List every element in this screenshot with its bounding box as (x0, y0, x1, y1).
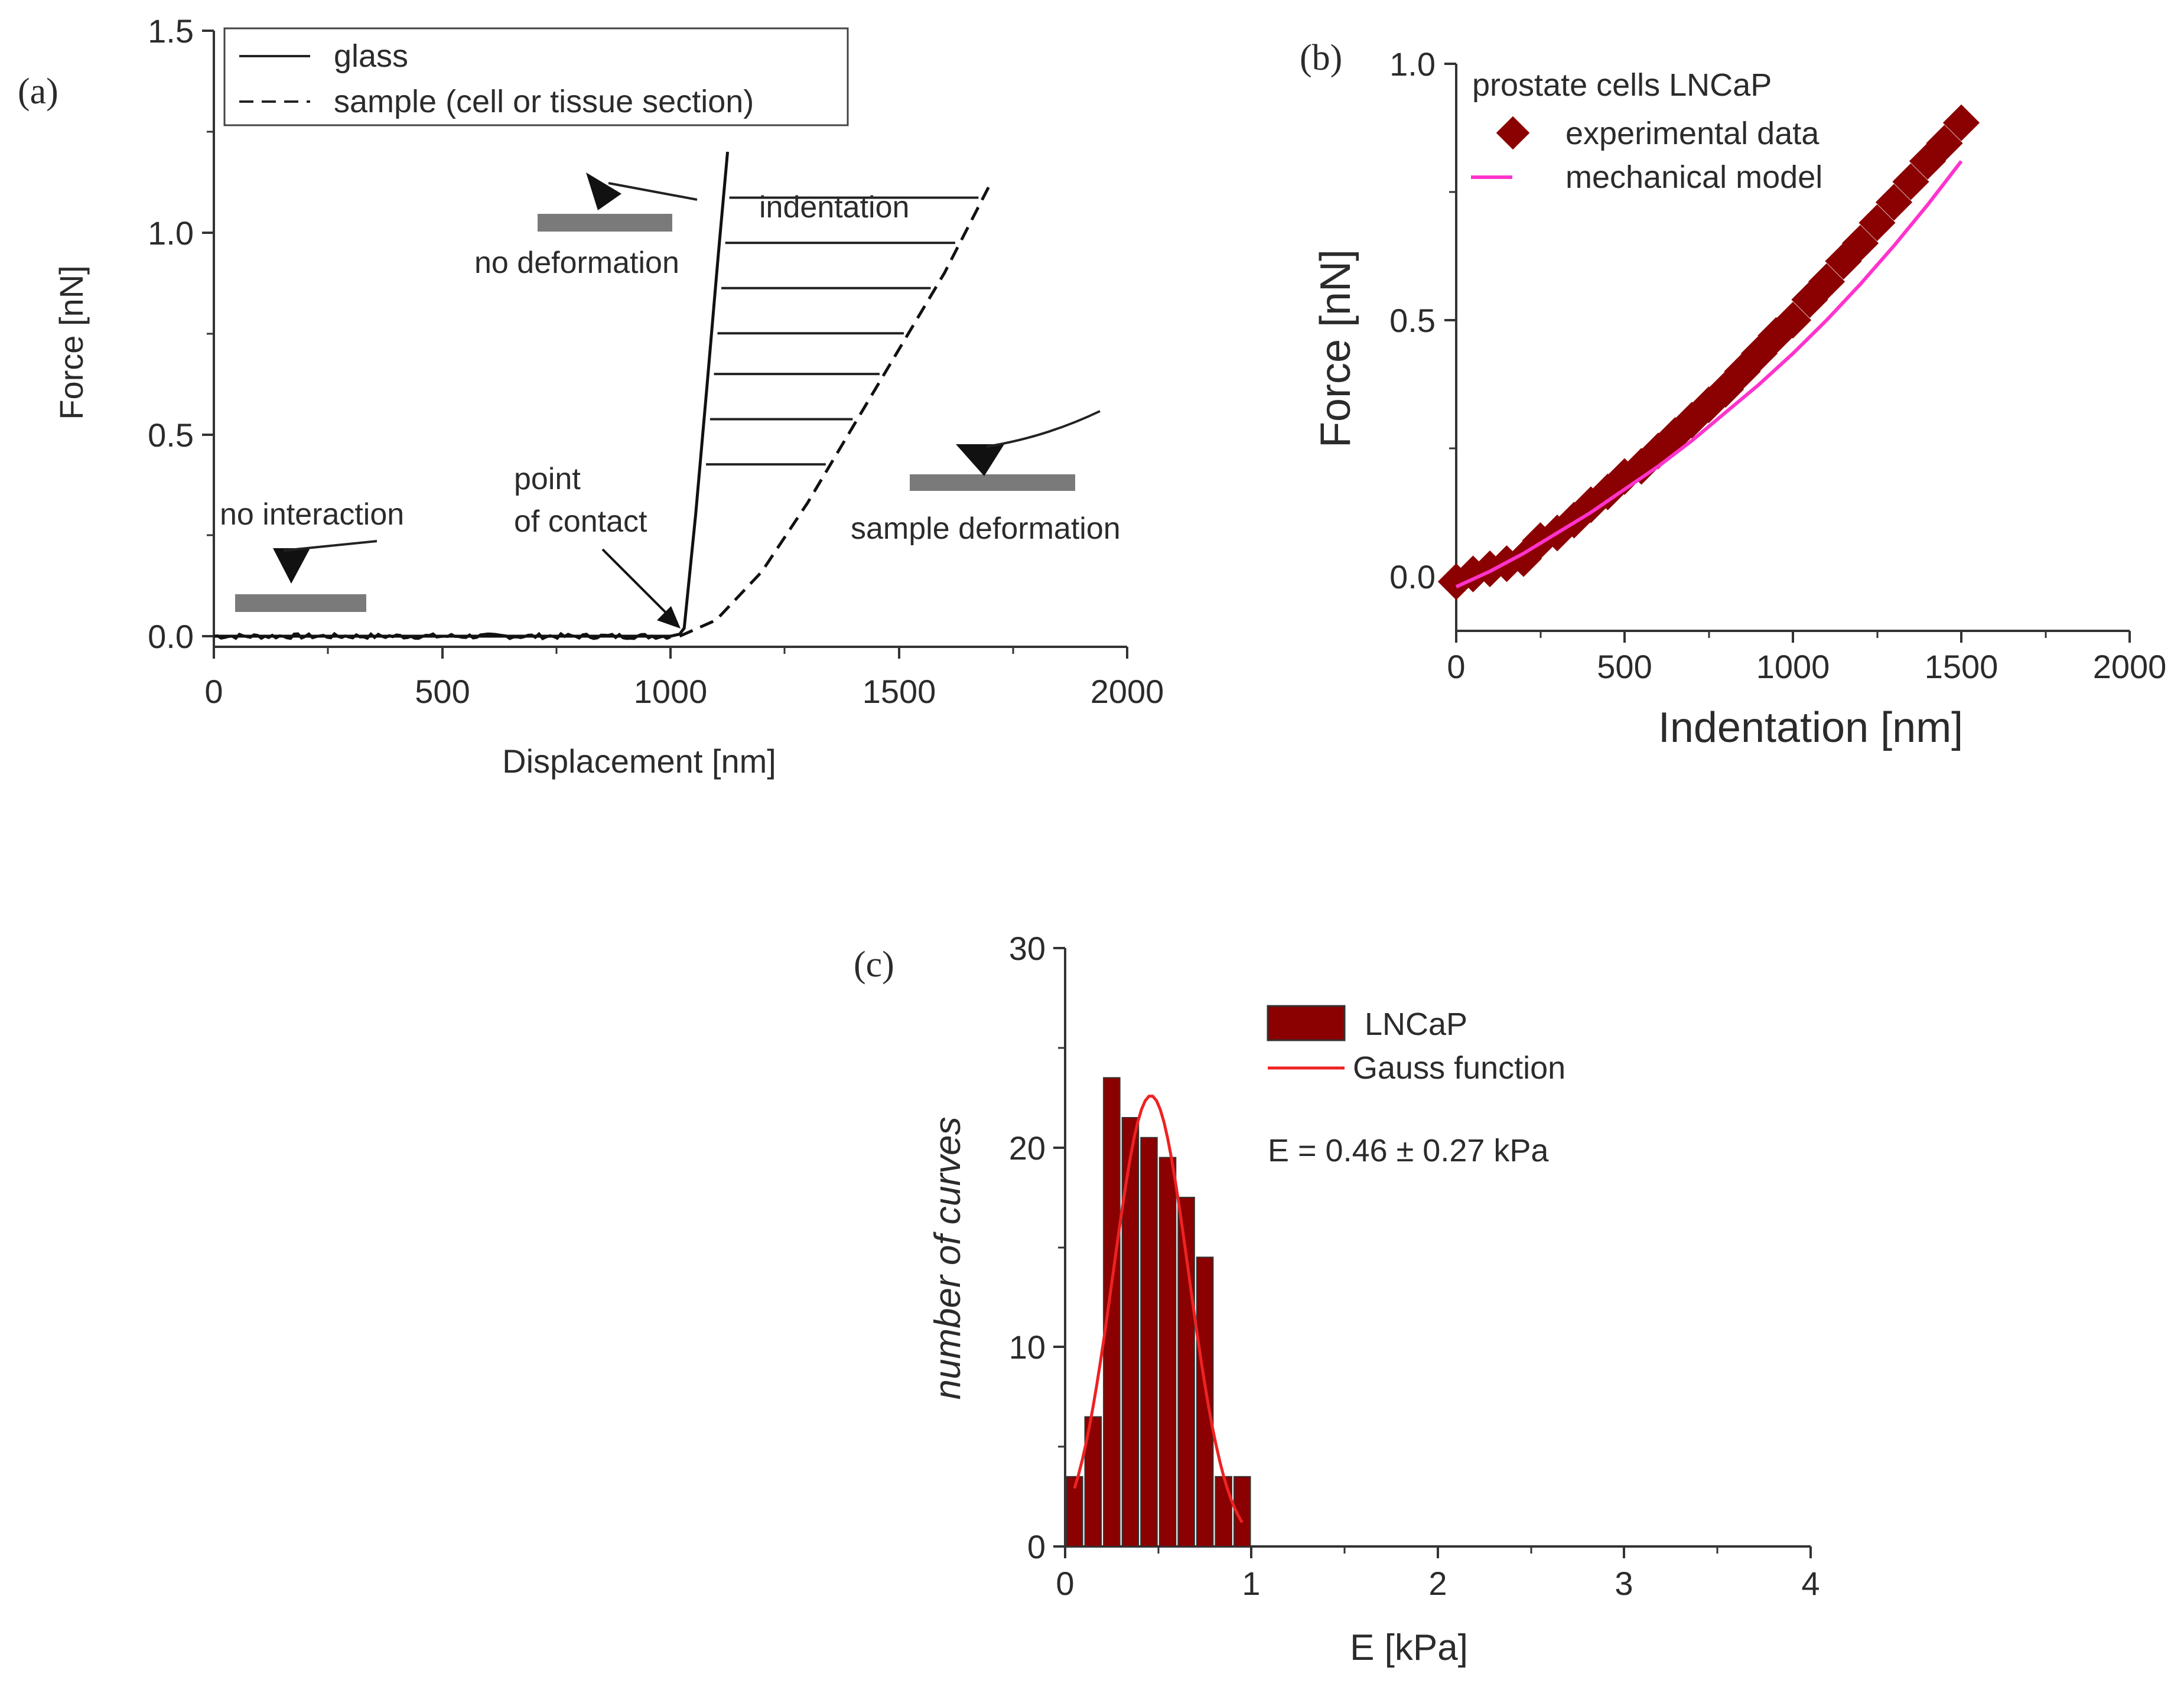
panel-c-y-ticks: 0 10 20 30 (1009, 930, 1065, 1565)
panel-a-x-ticks: 0 500 1000 1500 2000 (204, 647, 1164, 710)
panel-a-legend-sample: sample (cell or tissue section) (334, 84, 754, 119)
panel-c-xtick: 2 (1428, 1565, 1447, 1602)
panel-b-xtick: 500 (1597, 648, 1652, 685)
histogram-bar (1215, 1476, 1232, 1547)
panel-b-xtick: 1500 (1925, 648, 1999, 685)
panel-b: (b) 0.0 0.5 1.0 0 500 1000 1500 (1300, 38, 2166, 751)
panel-c-xtick: 3 (1615, 1565, 1633, 1602)
panel-c-ytick: 10 (1009, 1328, 1046, 1366)
panel-c-gauss-curve (1073, 1095, 1244, 1523)
panel-b-ytick: 0.0 (1389, 558, 1436, 595)
panel-b-label: (b) (1300, 38, 1342, 78)
panel-c-x-ticks: 0 1 2 3 4 (1056, 1546, 1820, 1602)
cantilever-tip-icon (586, 172, 621, 210)
panel-a-y-ticks: 0.0 0.5 1.0 1.5 (148, 12, 214, 655)
cantilever-tip-icon (273, 548, 310, 584)
panel-c-ylabel: number of curves (927, 1117, 968, 1400)
arrow-head-icon (657, 606, 681, 629)
panel-b-xtick: 0 (1447, 648, 1465, 685)
panel-c-legend-swatch (1267, 1005, 1346, 1041)
panel-c: (c) 0 10 20 30 0 1 2 (854, 930, 1820, 1668)
panel-c-legend-lncap: LNCaP (1365, 1007, 1467, 1042)
panel-b-legend-model: mechanical model (1565, 159, 1822, 195)
panel-b-ylabel: Force [nN] (1312, 249, 1359, 448)
panel-c-xtick: 4 (1801, 1565, 1820, 1602)
cantilever-arm (608, 182, 698, 201)
panel-a-surface-middle (538, 214, 672, 232)
panel-c-ytick: 20 (1009, 1129, 1046, 1167)
histogram-bar (1103, 1077, 1121, 1547)
panel-c-ytick: 30 (1009, 930, 1046, 967)
panel-a-ytick: 0.5 (148, 416, 194, 454)
panel-b-xlabel: Indentation [nm] (1658, 704, 1963, 751)
diamond-marker-icon (1496, 116, 1530, 150)
panel-a-ytick: 0.0 (148, 618, 194, 655)
panel-a: (a) 0.0 0.5 1.0 1.5 (18, 12, 1164, 780)
panel-a-ytick: 1.0 (148, 214, 194, 252)
panel-c-xtick: 1 (1242, 1565, 1260, 1602)
panel-b-legend-title: prostate cells LNCaP (1472, 67, 1772, 103)
panel-a-xtick: 1500 (862, 673, 936, 710)
panel-b-model-curve (1455, 160, 1963, 589)
panel-b-xtick: 2000 (2093, 648, 2167, 685)
panel-a-legend-box (223, 27, 849, 126)
panel-a-indentation-lines (706, 196, 979, 466)
data-point (1774, 301, 1812, 339)
histogram-bar (1140, 1137, 1158, 1547)
histogram-bar (1121, 1117, 1140, 1548)
panel-a-xtick: 2000 (1091, 673, 1164, 710)
panel-a-legend-glass: glass (334, 38, 408, 74)
panel-b-x-ticks: 0 500 1000 1500 2000 (1447, 631, 2166, 685)
panel-a-sample-deformation-label: sample deformation (851, 512, 1121, 546)
panel-c-xlabel: E [kPa] (1350, 1627, 1468, 1668)
panel-b-y-ticks: 0.0 0.5 1.0 (1389, 45, 1456, 595)
panel-a-xtick: 0 (204, 673, 223, 710)
panel-c-annotation: E = 0.46 ± 0.27 kPa (1268, 1133, 1549, 1168)
panel-a-ytick: 1.5 (148, 12, 194, 50)
panel-a-no-interaction-label: no interaction (220, 497, 404, 532)
panel-a-surface-right (910, 474, 1075, 491)
panel-c-legend-gauss: Gauss function (1353, 1050, 1565, 1086)
histogram-bar (1196, 1256, 1214, 1547)
panel-a-indentation-label: indentation (759, 190, 909, 224)
panel-a-point-label: point (514, 462, 581, 496)
panel-a-xlabel: Displacement [nm] (502, 743, 776, 780)
histogram-bar (1158, 1157, 1177, 1548)
panel-a-xtick: 500 (415, 673, 470, 710)
panel-b-ytick: 0.5 (1389, 302, 1436, 339)
panel-a-sample-curve (679, 183, 992, 638)
panel-a-glass-curve (214, 151, 730, 638)
panel-b-ytick: 1.0 (1389, 45, 1436, 83)
panel-a-xtick: 1000 (634, 673, 708, 710)
cantilever-arm (986, 410, 1101, 448)
panel-c-label: (c) (854, 945, 894, 985)
panel-a-no-deformation-label: no deformation (474, 246, 679, 280)
panel-a-contact-arrow (601, 548, 675, 621)
panel-b-legend-data: experimental data (1565, 116, 1820, 151)
panel-c-xtick: 0 (1056, 1565, 1074, 1602)
panel-b-xtick: 1000 (1756, 648, 1830, 685)
cantilever-arm (283, 540, 377, 552)
cantilever-tip-icon (956, 444, 1004, 476)
panel-a-surface-left (235, 594, 366, 612)
panel-a-ylabel: Force [nN] (53, 265, 90, 419)
panel-a-label: (a) (18, 71, 58, 112)
panel-c-ytick: 0 (1027, 1528, 1046, 1565)
panel-a-contact-label: of contact (514, 504, 647, 539)
